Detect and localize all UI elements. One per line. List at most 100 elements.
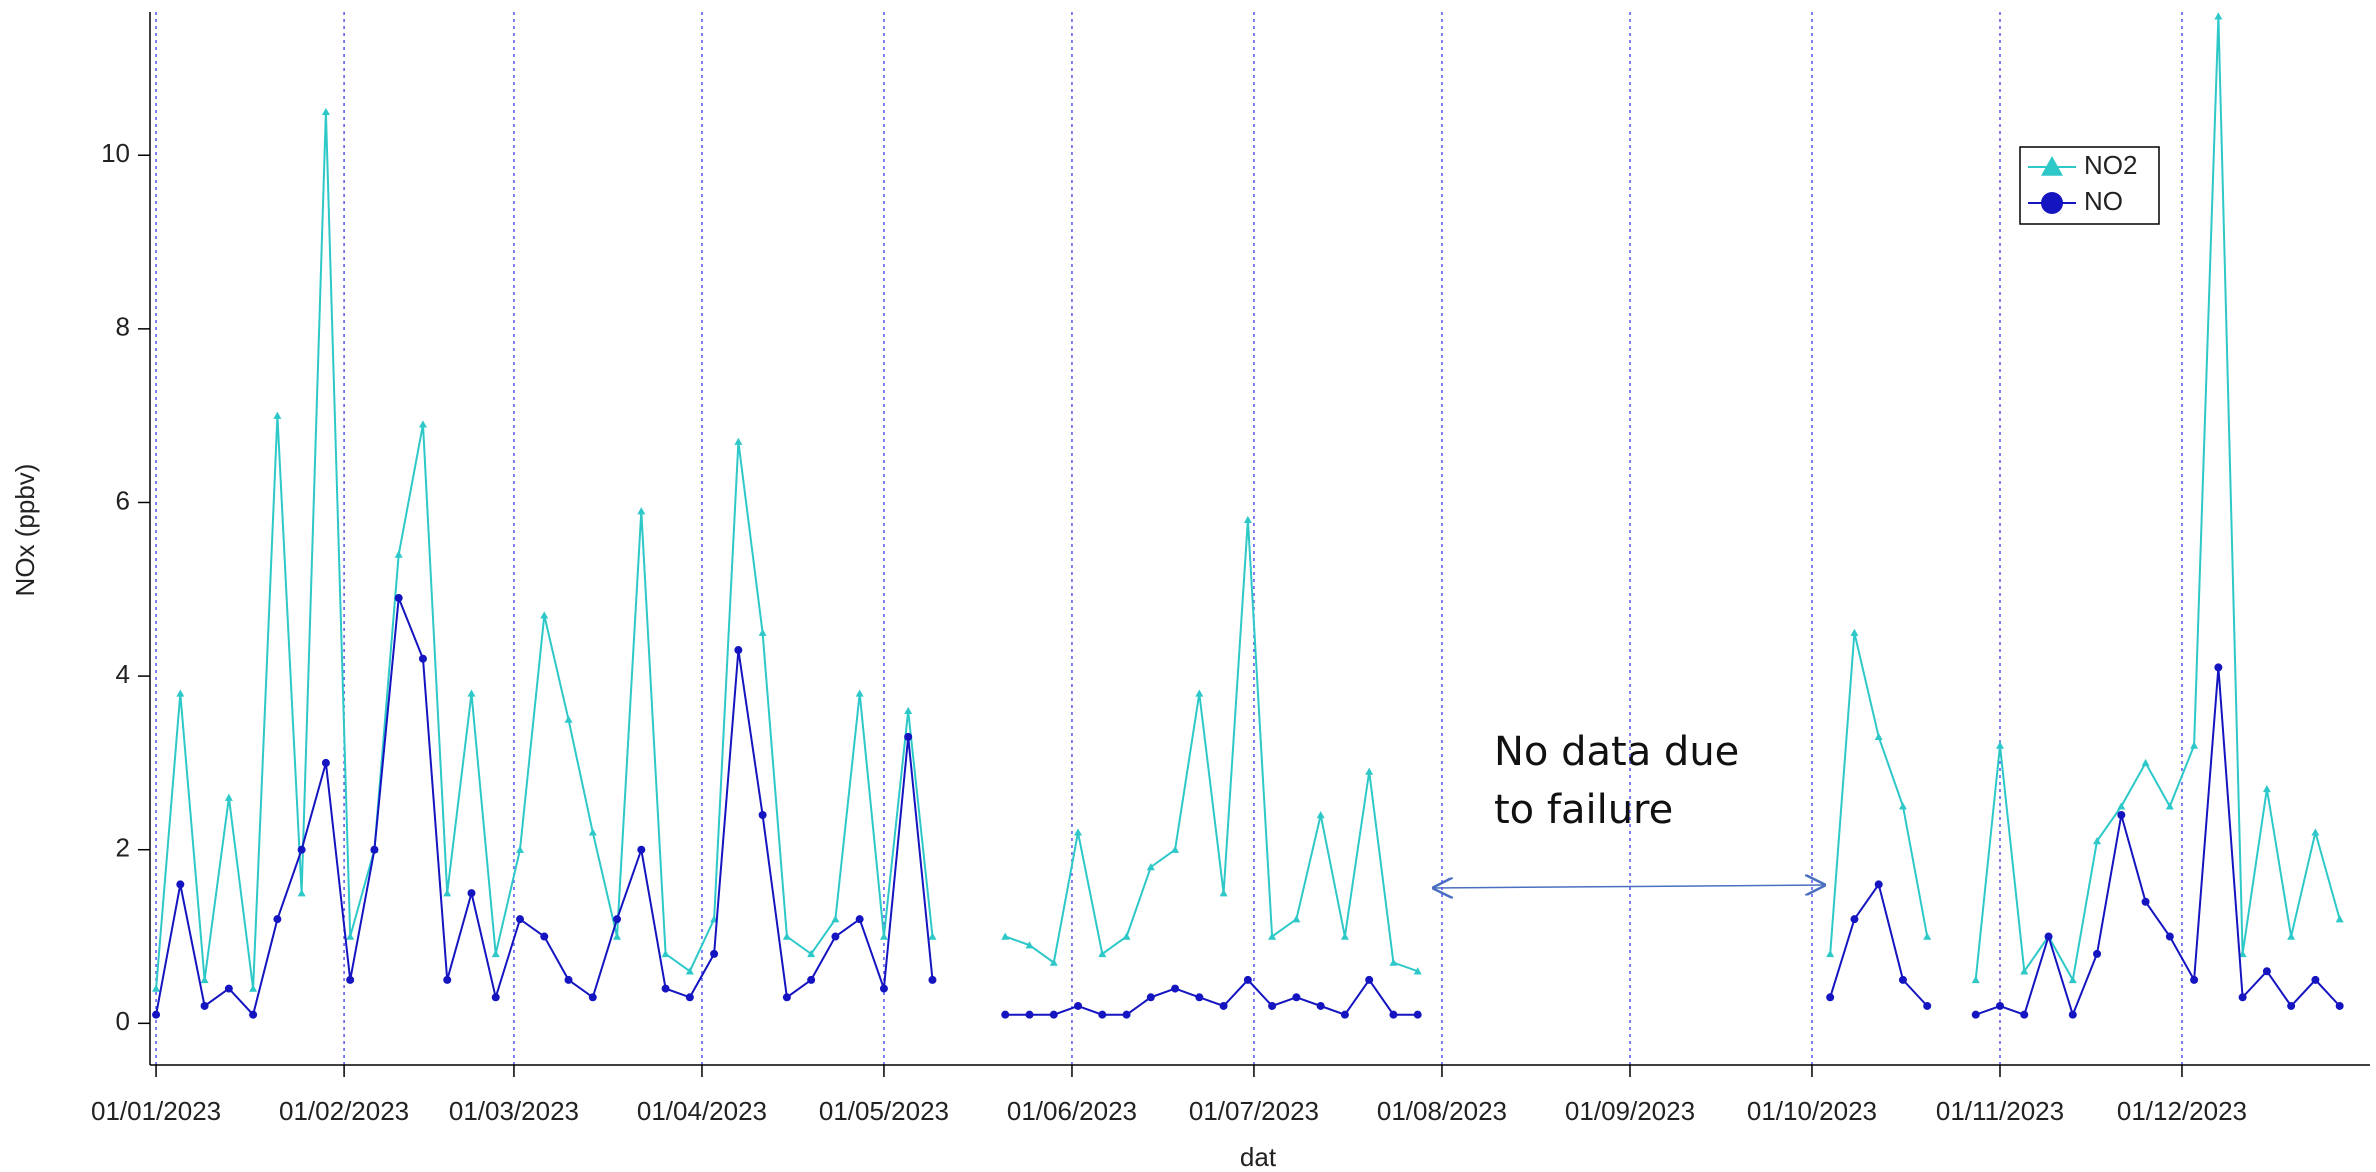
marker <box>249 984 258 992</box>
x-tick-label: 01/06/2023 <box>1007 1096 1137 1126</box>
marker <box>1098 949 1107 958</box>
marker <box>273 915 282 924</box>
marker <box>467 689 476 697</box>
marker <box>418 420 427 428</box>
marker <box>2141 897 2150 906</box>
marker <box>200 975 209 984</box>
marker <box>1243 515 1252 524</box>
marker <box>297 845 306 854</box>
marker <box>2020 1010 2029 1019</box>
legend-label: NO <box>2084 186 2123 216</box>
marker <box>758 628 767 636</box>
marker <box>491 949 500 958</box>
marker <box>1171 845 1180 853</box>
marker <box>879 984 888 993</box>
marker <box>782 932 791 940</box>
marker <box>2335 1001 2344 1010</box>
marker <box>443 975 452 984</box>
annotation-line: No data due <box>1494 729 1739 775</box>
marker <box>1122 932 1131 940</box>
marker <box>491 993 500 1002</box>
marker <box>855 915 864 924</box>
marker <box>370 845 379 854</box>
marker <box>2214 12 2223 20</box>
x-tick-label: 01/07/2023 <box>1189 1096 1319 1126</box>
marker <box>394 550 403 558</box>
marker <box>928 975 937 984</box>
marker <box>1146 993 1155 1002</box>
series-line <box>1975 667 2341 1018</box>
marker <box>1340 932 1349 940</box>
marker <box>1025 1010 1034 1019</box>
marker <box>1316 810 1325 819</box>
marker <box>588 993 597 1002</box>
marker <box>1923 932 1932 940</box>
marker <box>540 611 549 619</box>
y-tick-label: 8 <box>116 312 130 342</box>
marker <box>273 411 282 419</box>
marker <box>1996 741 2004 749</box>
marker <box>1826 949 1835 958</box>
marker <box>637 507 646 515</box>
marker <box>152 1010 161 1019</box>
marker <box>224 793 233 801</box>
marker <box>2190 975 2199 984</box>
marker <box>1898 802 1907 810</box>
marker <box>661 949 670 958</box>
marker <box>2335 915 2344 923</box>
marker <box>2311 975 2320 984</box>
x-tick-label: 01/08/2023 <box>1377 1096 1507 1126</box>
marker <box>1001 932 1010 940</box>
marker <box>1413 967 1422 975</box>
marker <box>1074 1001 1083 1010</box>
series-line <box>155 111 934 989</box>
x-tick-label: 01/02/2023 <box>279 1096 409 1126</box>
marker <box>2093 837 2102 845</box>
marker <box>1365 767 1374 775</box>
marker <box>346 932 355 940</box>
marker <box>2262 967 2271 976</box>
x-tick-label: 01/12/2023 <box>2117 1096 2247 1126</box>
marker <box>2041 192 2063 214</box>
x-tick-label: 01/03/2023 <box>449 1096 579 1126</box>
marker <box>443 889 452 897</box>
marker <box>1316 1001 1325 1010</box>
marker <box>1098 1010 1107 1019</box>
marker <box>1340 1010 1349 1019</box>
marker <box>176 689 185 697</box>
marker <box>637 845 646 854</box>
marker <box>200 1001 209 1010</box>
marker <box>685 993 694 1002</box>
marker <box>613 932 622 940</box>
marker <box>1049 1010 1058 1019</box>
marker <box>1049 958 1058 966</box>
marker <box>176 880 185 889</box>
marker <box>879 932 888 940</box>
marker <box>1292 993 1301 1002</box>
marker <box>2044 932 2053 941</box>
marker <box>2287 1001 2296 1010</box>
marker <box>2117 802 2126 810</box>
marker <box>613 915 622 924</box>
series-line <box>1974 16 2341 983</box>
marker <box>394 593 403 602</box>
marker <box>418 654 427 663</box>
marker <box>1413 1010 1422 1019</box>
x-axis-label: dat <box>1240 1142 1277 1172</box>
marker <box>2190 741 2199 749</box>
marker <box>1146 863 1155 871</box>
marker <box>1826 993 1835 1002</box>
marker <box>904 706 913 715</box>
marker <box>224 984 233 993</box>
marker <box>1874 732 1883 741</box>
x-tick-label: 01/10/2023 <box>1747 1096 1877 1126</box>
x-tick-label: 01/05/2023 <box>819 1096 949 1126</box>
annotation-arrow <box>1432 885 1826 888</box>
marker <box>2020 967 2029 975</box>
marker <box>2068 975 2077 984</box>
marker <box>1243 975 1252 984</box>
marker <box>807 949 816 958</box>
marker <box>831 932 840 941</box>
